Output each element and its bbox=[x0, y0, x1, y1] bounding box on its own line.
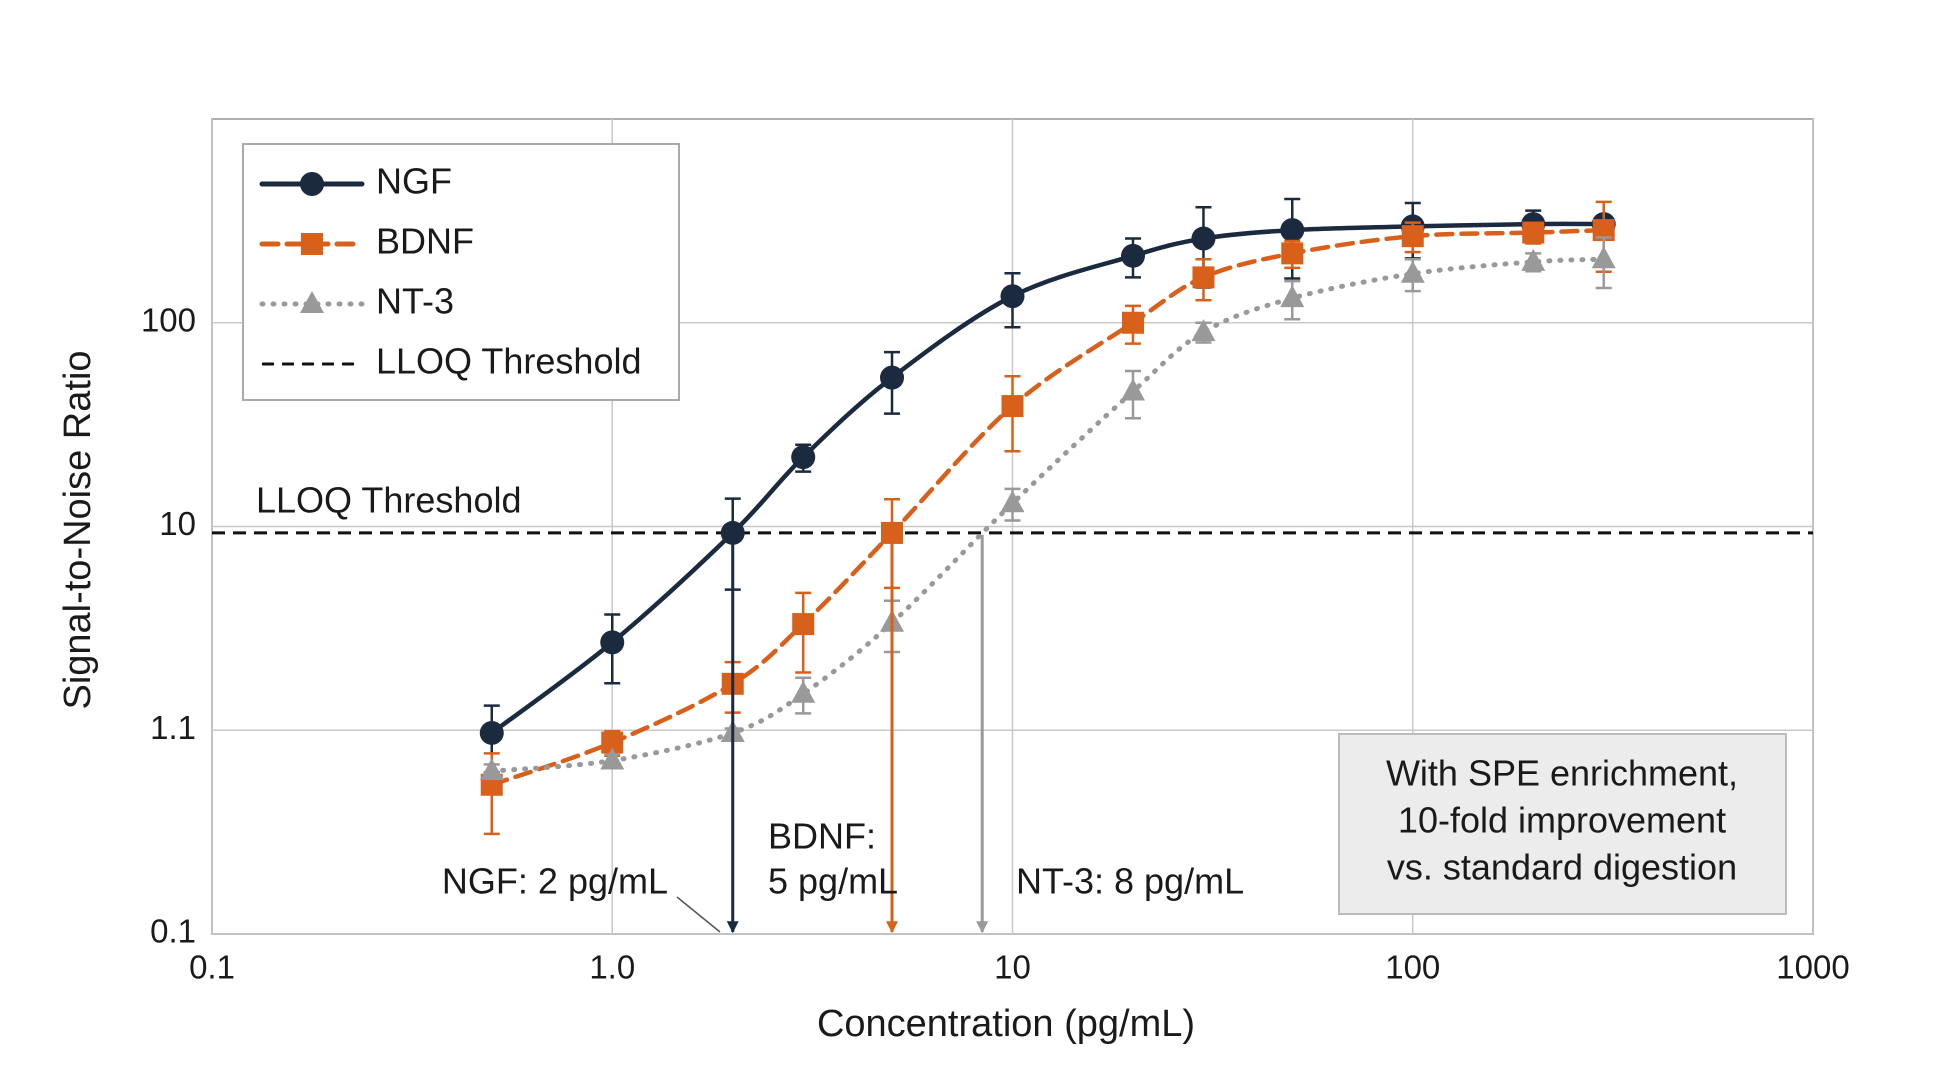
data-point bbox=[791, 680, 816, 703]
x-tick-label: 0.1 bbox=[189, 949, 235, 986]
data-point bbox=[479, 758, 504, 781]
legend-label: BDNF bbox=[376, 221, 474, 262]
leader-line bbox=[676, 896, 721, 933]
legend-marker bbox=[301, 233, 323, 255]
data-point bbox=[881, 521, 904, 544]
y-tick-label: 0.1 bbox=[150, 913, 196, 950]
annotation-label: NGF: 2 pg/mL bbox=[442, 861, 668, 902]
note-text: With SPE enrichment, bbox=[1386, 753, 1738, 794]
y-axis-title: Signal-to-Noise Ratio bbox=[57, 350, 99, 709]
data-point bbox=[600, 630, 625, 655]
x-tick-label: 1.0 bbox=[589, 949, 635, 986]
data-point bbox=[1120, 243, 1145, 268]
data-point bbox=[600, 747, 625, 770]
y-tick-label: 1.1 bbox=[150, 709, 196, 746]
series-line bbox=[489, 256, 1607, 774]
legend-marker bbox=[300, 291, 324, 313]
legend-label: LLOQ Threshold bbox=[376, 341, 641, 382]
data-point bbox=[1000, 490, 1025, 513]
data-point bbox=[1401, 225, 1424, 248]
note-text: 10-fold improvement bbox=[1398, 800, 1726, 841]
legend-label: NGF bbox=[376, 161, 452, 202]
x-tick-label: 1000 bbox=[1776, 949, 1849, 986]
data-point bbox=[1280, 285, 1305, 308]
data-point bbox=[791, 445, 816, 470]
y-tick-label: 10 bbox=[159, 505, 196, 542]
data-point bbox=[1000, 284, 1025, 309]
data-point bbox=[880, 365, 905, 390]
data-point bbox=[1522, 221, 1545, 244]
data-point bbox=[1121, 311, 1144, 334]
annotation-label: 5 pg/mL bbox=[768, 861, 898, 902]
data-point bbox=[1521, 248, 1546, 271]
legend-marker bbox=[300, 172, 324, 196]
data-point bbox=[1400, 260, 1425, 283]
data-point bbox=[1592, 219, 1615, 242]
data-point bbox=[720, 520, 745, 545]
data-point bbox=[1280, 218, 1305, 243]
data-point bbox=[792, 613, 815, 636]
note-box bbox=[1338, 733, 1787, 915]
y-tick-label: 100 bbox=[141, 301, 196, 338]
data-point bbox=[601, 731, 624, 754]
x-axis-title: Concentration (pg/mL) bbox=[817, 1003, 1195, 1045]
data-point bbox=[1591, 246, 1616, 269]
data-point bbox=[1001, 395, 1024, 418]
data-point bbox=[479, 720, 504, 745]
data-point bbox=[1191, 319, 1216, 342]
x-tick-label: 100 bbox=[1385, 949, 1440, 986]
data-point bbox=[1191, 226, 1216, 251]
annotation-label: BDNF: bbox=[768, 816, 876, 857]
data-point bbox=[1192, 266, 1215, 289]
legend-label: NT-3 bbox=[376, 281, 454, 322]
data-point bbox=[1120, 378, 1145, 401]
threshold-label: LLOQ Threshold bbox=[256, 479, 521, 520]
annotation-label: NT-3: 8 pg/mL bbox=[1016, 861, 1244, 902]
note-text: vs. standard digestion bbox=[1387, 847, 1737, 888]
data-point bbox=[1281, 242, 1304, 265]
x-tick-label: 10 bbox=[994, 949, 1031, 986]
